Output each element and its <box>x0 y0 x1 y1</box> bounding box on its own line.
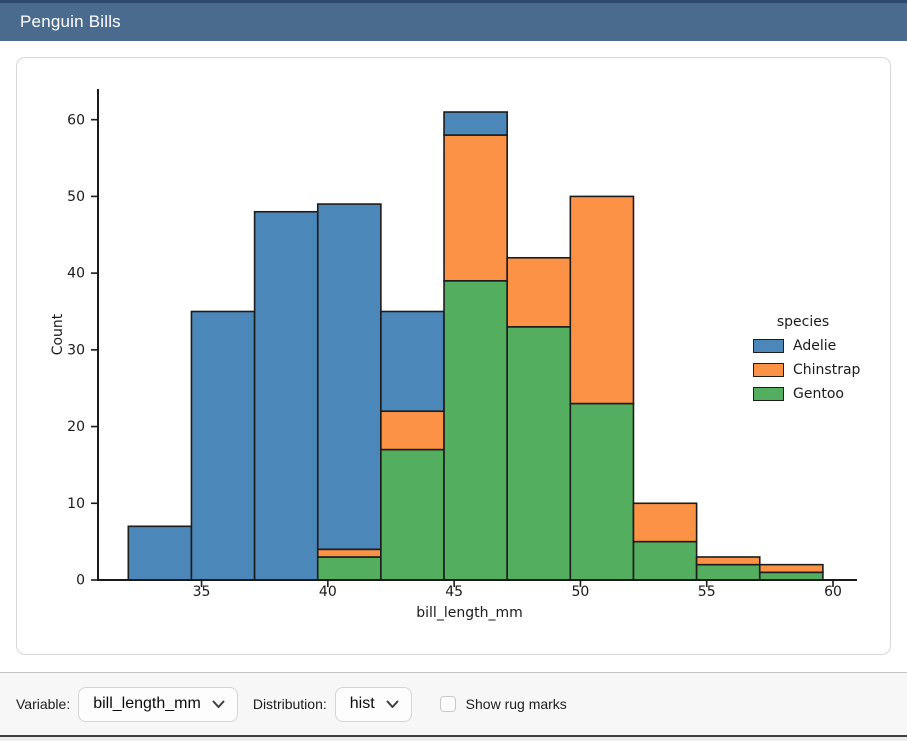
hist-bar-chinstrap <box>758 563 824 574</box>
hist-bar-gentoo <box>695 563 761 581</box>
hist-bar-gentoo <box>569 402 635 581</box>
distribution-select-value: hist <box>349 695 375 712</box>
gentoo-swatch-icon <box>753 387 784 401</box>
chart-figure: 35 40 45 50 55 60 0 10 20 30 40 50 60 bill_length_mm C… <box>17 58 890 654</box>
hist-bar-adelie <box>380 310 445 413</box>
variable-select-value: bill_length_mm <box>93 695 201 712</box>
x-axis-label: bill_length_mm <box>416 605 522 621</box>
legend-label: Adelie <box>793 338 837 354</box>
variable-select[interactable]: bill_length_mm <box>78 686 238 722</box>
legend-item-adelie: Adelie <box>733 338 873 354</box>
y-tick-label: 50 <box>67 189 85 205</box>
chart-card: 35 40 45 50 55 60 0 10 20 30 40 50 60 bill_length_mm C… <box>16 57 891 655</box>
distribution-label: Distribution: <box>252 696 327 712</box>
x-tick-label: 35 <box>193 584 211 600</box>
hist-bar-adelie <box>253 210 319 581</box>
app-header: Penguin Bills <box>0 0 907 41</box>
hist-bar-adelie <box>190 310 256 581</box>
distribution-select[interactable]: hist <box>334 686 412 722</box>
adelie-swatch-icon <box>753 339 784 353</box>
hist-bar-chinstrap <box>380 410 445 451</box>
hist-bar-gentoo <box>443 279 508 581</box>
chinstrap-swatch-icon <box>753 363 784 377</box>
window-bottom-edge <box>0 735 907 741</box>
rug-control: Show rug marks <box>439 696 567 712</box>
x-tick-label: 40 <box>319 584 337 600</box>
hist-bar-gentoo <box>632 540 698 581</box>
hist-bar-gentoo <box>758 571 824 581</box>
legend-label: Gentoo <box>793 386 844 402</box>
chevron-down-icon <box>386 700 399 708</box>
x-tick-label: 55 <box>698 584 716 600</box>
y-tick-label: 20 <box>67 419 85 435</box>
hist-bar-chinstrap <box>569 195 635 405</box>
hist-bar-adelie <box>316 203 382 551</box>
legend-title: species <box>776 314 830 330</box>
y-tick-label: 0 <box>76 573 85 589</box>
x-tick-label: 60 <box>824 584 842 600</box>
legend-item-chinstrap: Chinstrap <box>733 362 873 378</box>
hist-bar-gentoo <box>506 326 572 581</box>
x-tick-label: 50 <box>572 584 590 600</box>
hist-bar-gentoo <box>380 448 445 581</box>
hist-bar-chinstrap <box>506 256 572 328</box>
y-tick-label: 30 <box>67 342 85 358</box>
y-tick-label: 60 <box>67 112 85 128</box>
x-tick-label: 45 <box>445 584 463 600</box>
hist-bar-chinstrap <box>443 134 508 282</box>
hist-bar-chinstrap <box>695 556 761 566</box>
y-tick-label: 10 <box>67 496 85 512</box>
chevron-down-icon <box>212 700 225 708</box>
legend-item-gentoo: Gentoo <box>733 386 873 402</box>
hist-bar-chinstrap <box>632 502 698 543</box>
hist-bar-chinstrap <box>316 548 382 558</box>
rug-checkbox[interactable] <box>439 696 456 712</box>
legend-label: Chinstrap <box>793 362 861 378</box>
y-axis-label: Count <box>50 313 66 355</box>
chart-legend: species Adelie Chinstrap Gentoo <box>733 314 873 402</box>
controls-bar: Variable: bill_length_mm Distribution: h… <box>0 672 907 735</box>
hist-bar-gentoo <box>316 556 382 581</box>
variable-label: Variable: <box>16 696 71 712</box>
hist-bar-adelie <box>443 111 508 136</box>
rug-label[interactable]: Show rug marks <box>465 696 567 712</box>
histogram-plot: 35 40 45 50 55 60 0 10 20 30 40 50 60 bill_length_mm C… <box>50 89 857 621</box>
y-tick-label: 40 <box>67 266 85 282</box>
hist-bar-adelie <box>127 525 193 581</box>
page-title: Penguin Bills <box>20 12 121 31</box>
